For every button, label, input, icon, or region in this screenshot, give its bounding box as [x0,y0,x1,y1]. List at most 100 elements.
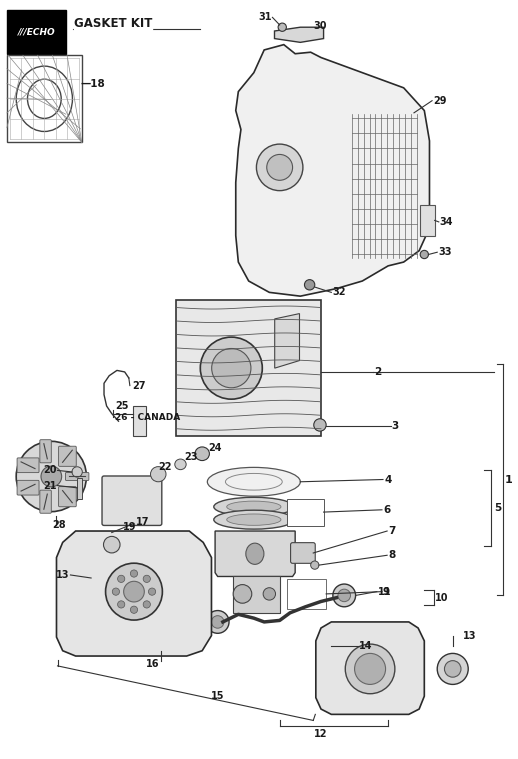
Text: ///ECHO: ///ECHO [18,27,55,36]
Circle shape [338,589,351,602]
Text: 9: 9 [383,587,390,597]
Text: GASKET KIT: GASKET KIT [74,17,152,30]
Text: 8: 8 [388,550,395,560]
Ellipse shape [214,510,294,529]
Text: 21: 21 [43,480,56,490]
Circle shape [305,279,315,290]
Text: 13: 13 [56,570,69,580]
Polygon shape [236,45,429,296]
Circle shape [143,575,150,582]
Text: 29: 29 [433,96,447,106]
Text: 27: 27 [133,380,146,391]
Circle shape [233,584,252,603]
Ellipse shape [195,447,209,461]
FancyBboxPatch shape [40,439,51,463]
Text: —18: —18 [81,79,106,89]
Ellipse shape [175,459,186,470]
Circle shape [72,467,82,477]
Bar [420,205,435,235]
Text: 32: 32 [333,288,346,298]
FancyBboxPatch shape [59,446,76,466]
Polygon shape [275,27,324,43]
Text: 11: 11 [378,587,391,597]
Text: 12: 12 [314,729,328,739]
Circle shape [206,610,229,633]
Text: 30: 30 [313,20,327,30]
Bar [287,579,326,609]
Text: 10: 10 [435,593,448,603]
FancyBboxPatch shape [17,480,39,495]
Text: 22: 22 [158,461,172,471]
Bar [134,406,147,436]
Text: 20: 20 [43,465,56,475]
Text: 7: 7 [388,526,396,536]
Ellipse shape [207,468,300,496]
Circle shape [149,588,156,595]
Ellipse shape [227,501,281,512]
Text: 4: 4 [384,474,392,484]
Circle shape [263,587,276,600]
Text: 15: 15 [211,691,224,701]
Polygon shape [275,313,299,368]
Text: 26 - CANADA: 26 - CANADA [116,413,181,422]
Ellipse shape [246,543,264,565]
Circle shape [143,601,150,608]
Circle shape [346,644,395,694]
FancyBboxPatch shape [65,473,89,480]
Circle shape [311,561,319,569]
Circle shape [131,606,138,613]
Polygon shape [215,531,295,577]
Circle shape [444,660,461,677]
Bar [77,478,82,499]
Text: 13: 13 [463,631,477,641]
Polygon shape [56,531,211,656]
Circle shape [104,537,120,553]
Text: 6: 6 [383,505,390,515]
Circle shape [41,466,62,487]
Bar [233,577,280,613]
Circle shape [211,616,224,628]
FancyBboxPatch shape [40,490,51,513]
Circle shape [106,563,163,620]
Ellipse shape [227,514,281,525]
Text: 23: 23 [184,452,197,461]
Ellipse shape [151,467,166,482]
Circle shape [124,581,145,602]
Text: 3: 3 [392,421,399,431]
Ellipse shape [214,497,294,516]
FancyBboxPatch shape [17,458,39,473]
Bar [7,10,66,54]
Text: 24: 24 [208,442,222,452]
Circle shape [267,154,293,181]
Text: 25: 25 [116,401,129,411]
Text: 34: 34 [440,217,453,227]
Circle shape [131,570,138,577]
Text: 17: 17 [136,517,150,527]
Circle shape [437,653,468,685]
Text: 1: 1 [505,474,512,484]
Circle shape [333,584,355,606]
Polygon shape [316,622,424,714]
Circle shape [118,601,125,608]
Bar [287,499,324,526]
Circle shape [355,653,385,685]
Circle shape [314,419,326,431]
Circle shape [256,144,303,191]
Circle shape [212,348,251,388]
Bar [176,300,321,436]
Text: 2: 2 [373,367,381,377]
Text: 33: 33 [438,247,452,257]
FancyBboxPatch shape [291,543,315,563]
Bar [7,55,82,143]
Circle shape [118,575,125,582]
Circle shape [278,23,286,31]
Text: 19: 19 [123,522,137,532]
Text: 14: 14 [359,641,373,651]
FancyBboxPatch shape [59,487,76,507]
Circle shape [420,250,428,259]
Circle shape [112,588,120,595]
Text: 16: 16 [147,659,160,669]
Text: 28: 28 [52,520,66,530]
Circle shape [16,441,87,512]
Text: 5: 5 [494,503,501,513]
